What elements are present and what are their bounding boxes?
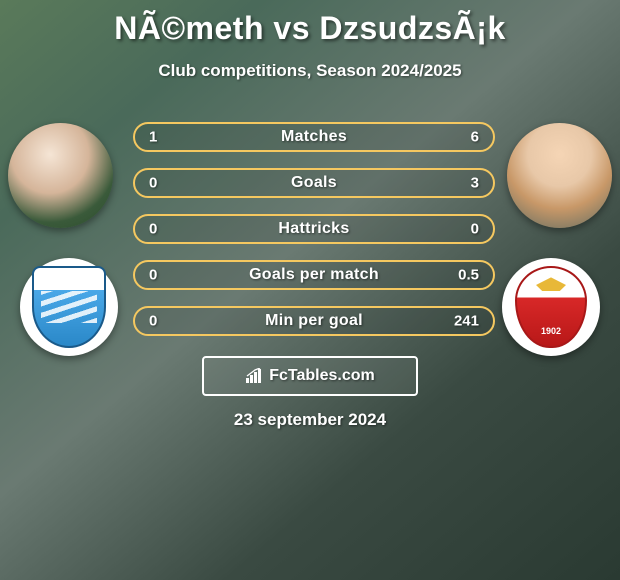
- stat-label: Goals: [291, 174, 337, 192]
- page-title: NÃ©meth vs DzsudzsÃ¡k: [0, 0, 620, 47]
- club-right-crest: [502, 258, 600, 356]
- club-left-crest-inner: [32, 266, 106, 348]
- subtitle: Club competitions, Season 2024/2025: [0, 61, 620, 81]
- stat-label: Goals per match: [249, 266, 379, 284]
- stat-right-value: 0: [471, 221, 479, 238]
- stat-row-goals: 0 Goals 3: [133, 168, 495, 198]
- stat-right-value: 0.5: [458, 267, 479, 284]
- stat-left-value: 0: [149, 221, 157, 238]
- logo-text: FcTables.com: [269, 367, 375, 385]
- stat-left-value: 1: [149, 129, 157, 146]
- date-text: 23 september 2024: [0, 410, 620, 430]
- bar-chart-icon: [245, 368, 263, 384]
- stat-right-value: 3: [471, 175, 479, 192]
- logo-box: FcTables.com: [202, 356, 418, 396]
- stat-rows: 1 Matches 6 0 Goals 3 0 Hattricks 0 0 Go…: [133, 122, 495, 352]
- comparison-card: NÃ©meth vs DzsudzsÃ¡k Club competitions,…: [0, 0, 620, 580]
- stat-row-min-per-goal: 0 Min per goal 241: [133, 306, 495, 336]
- stat-right-value: 6: [471, 129, 479, 146]
- player-right-avatar: [507, 123, 612, 228]
- stat-row-hattricks: 0 Hattricks 0: [133, 214, 495, 244]
- club-left-crest: [20, 258, 118, 356]
- stat-right-value: 241: [454, 313, 479, 330]
- stat-left-value: 0: [149, 175, 157, 192]
- stat-label: Hattricks: [278, 220, 349, 238]
- stat-row-matches: 1 Matches 6: [133, 122, 495, 152]
- stat-row-goals-per-match: 0 Goals per match 0.5: [133, 260, 495, 290]
- stat-left-value: 0: [149, 267, 157, 284]
- stat-label: Matches: [281, 128, 347, 146]
- stat-left-value: 0: [149, 313, 157, 330]
- club-right-crest-inner: [515, 266, 587, 348]
- stat-label: Min per goal: [265, 312, 363, 330]
- player-left-avatar: [8, 123, 113, 228]
